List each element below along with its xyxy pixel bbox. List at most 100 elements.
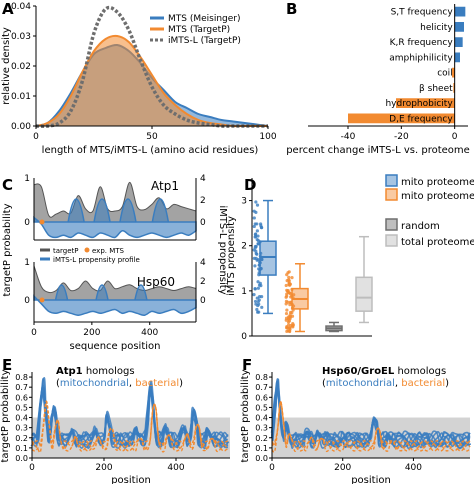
legend-label: mito proteome without MTS (401, 191, 474, 202)
y2-tick-label: 2 (200, 277, 206, 287)
y-axis-label: targetP probability (0, 369, 11, 462)
y-tick-label: 0.1 (255, 444, 268, 453)
jitter-point (256, 242, 260, 246)
legend-label: iMTS-L propensity profile (53, 256, 140, 264)
y-tick-label: 0.3 (255, 424, 268, 433)
imtsl-peak (151, 198, 170, 223)
jitter-point (285, 324, 289, 329)
targetp-area-1 (33, 265, 197, 301)
y-tick-label: 0.4 (255, 414, 268, 423)
jitter-point (260, 305, 264, 309)
y2-tick-label: 4 (200, 258, 206, 268)
bar-6 (396, 98, 455, 109)
legend-label: mito proteome (401, 177, 474, 188)
subplot-title: Atp1 (151, 179, 179, 193)
y-tick-label: 0 (24, 296, 30, 306)
x-axis-label: percent change iMTS-L vs. proteome (286, 145, 470, 156)
x-tick-label: 0 (269, 463, 275, 473)
y-tick-label: 0.4 (15, 414, 28, 423)
legend-label: MTS (TargetP) (168, 25, 230, 35)
box-3 (355, 276, 373, 312)
y-axis-label: iMTS propensity (226, 216, 237, 296)
jitter-point (258, 281, 262, 285)
homolog-curve-bact (31, 400, 229, 453)
panel-letter-e: E (2, 356, 12, 374)
y-tick-label: 0.03 (11, 32, 31, 42)
title-bold: Atp1 (56, 366, 83, 377)
y-tick-label: 0.2 (15, 434, 28, 443)
x-tick-label: -20 (394, 132, 409, 142)
jitter-point (252, 293, 256, 297)
legend-swatch (385, 174, 398, 187)
jitter-point (253, 299, 258, 304)
y-tick-label: 1 (241, 287, 247, 297)
homolog-curve-mito (31, 389, 230, 447)
subplot-title: Hsp60 (137, 275, 175, 289)
jitter-point (257, 298, 261, 302)
x-tick-label: 100 (259, 132, 276, 142)
subtitle-sub_bact: bacterial (135, 378, 179, 389)
x-tick-label: 0 (29, 463, 35, 473)
box-0 (259, 240, 277, 276)
bar-label: S,T frequency (391, 8, 454, 18)
legend-swatch (385, 234, 398, 247)
y-tick-label: 0.7 (15, 383, 28, 392)
jitter-point (259, 225, 264, 230)
jitter-point (255, 258, 259, 262)
subtitle-sub_mito: mitochondrial (60, 378, 129, 389)
x-tick-label: 400 (141, 328, 158, 338)
bar-7 (348, 113, 455, 124)
y-tick-label: 0.0 (15, 454, 28, 463)
jitter-point (284, 283, 288, 288)
jitter-point (290, 311, 294, 315)
jitter-point (256, 239, 260, 243)
imtsl-peak (119, 198, 137, 223)
legend-label: exp. MTS (92, 247, 125, 255)
imtsl-peak (54, 284, 69, 301)
y-tick-label: 0.1 (15, 444, 28, 453)
jitter-point (287, 275, 291, 279)
y-tick-label: 0.8 (255, 373, 268, 382)
panel-e-homolog-chart: 0.00.10.20.30.4 0.50.60.70.8 0 200 400 positi… (0, 366, 230, 484)
legend-label: targetP (53, 247, 79, 255)
homolog-curve-mito (270, 380, 471, 450)
jitter-point (286, 271, 290, 275)
bar-1 (454, 21, 464, 32)
x-tick-label: 400 (405, 463, 422, 473)
jitter-point (253, 235, 257, 239)
exp-mts-dot (39, 219, 45, 225)
y2-tick-label: 0 (200, 296, 206, 306)
subtitle-sub_sep: , (129, 378, 135, 389)
jitter-point (286, 300, 290, 304)
imtsl-area-0 (33, 215, 197, 239)
panel-letter-f: F (242, 356, 252, 374)
jitter-point (256, 280, 260, 284)
subtitle-sub_mito: mitochondrial (326, 378, 395, 389)
jitter-point (285, 308, 289, 312)
legend-label: total proteome (401, 237, 474, 248)
jitter-point (259, 222, 263, 226)
legend-swatch (84, 247, 90, 253)
legend-label: random (401, 221, 440, 232)
jitter-point (254, 200, 258, 204)
subtitle-sub_open: ( (56, 378, 60, 389)
bar-4 (452, 67, 455, 78)
bar-0 (454, 6, 466, 17)
y-axis-label: relative density (1, 27, 12, 105)
x-axis-label: sequence position (70, 341, 161, 352)
y2-tick-label: 0 (200, 218, 206, 228)
legend-swatch (385, 218, 398, 231)
panel-b-bar-chart: S,T frequency helicity K,R frequency amphip… (286, 4, 470, 156)
y-tick-label: 0.3 (15, 424, 28, 433)
subtitle-sub_close: ) (445, 378, 449, 389)
y-tick-label: 0.0 (255, 454, 268, 463)
y-axis-label: targetP probability (2, 203, 13, 296)
panel-d-box-chart: 0 1 2 3 iMTS propensity mito proteome mito pro… (226, 174, 474, 342)
imtsl-peak (95, 284, 109, 301)
jitter-point (252, 209, 256, 213)
jitter-point (252, 248, 256, 252)
jitter-point (288, 300, 292, 304)
bar-label: D,E frequency (389, 114, 453, 124)
jitter-point (254, 244, 258, 249)
title: Hsp60/GroEL homologs (322, 366, 446, 377)
